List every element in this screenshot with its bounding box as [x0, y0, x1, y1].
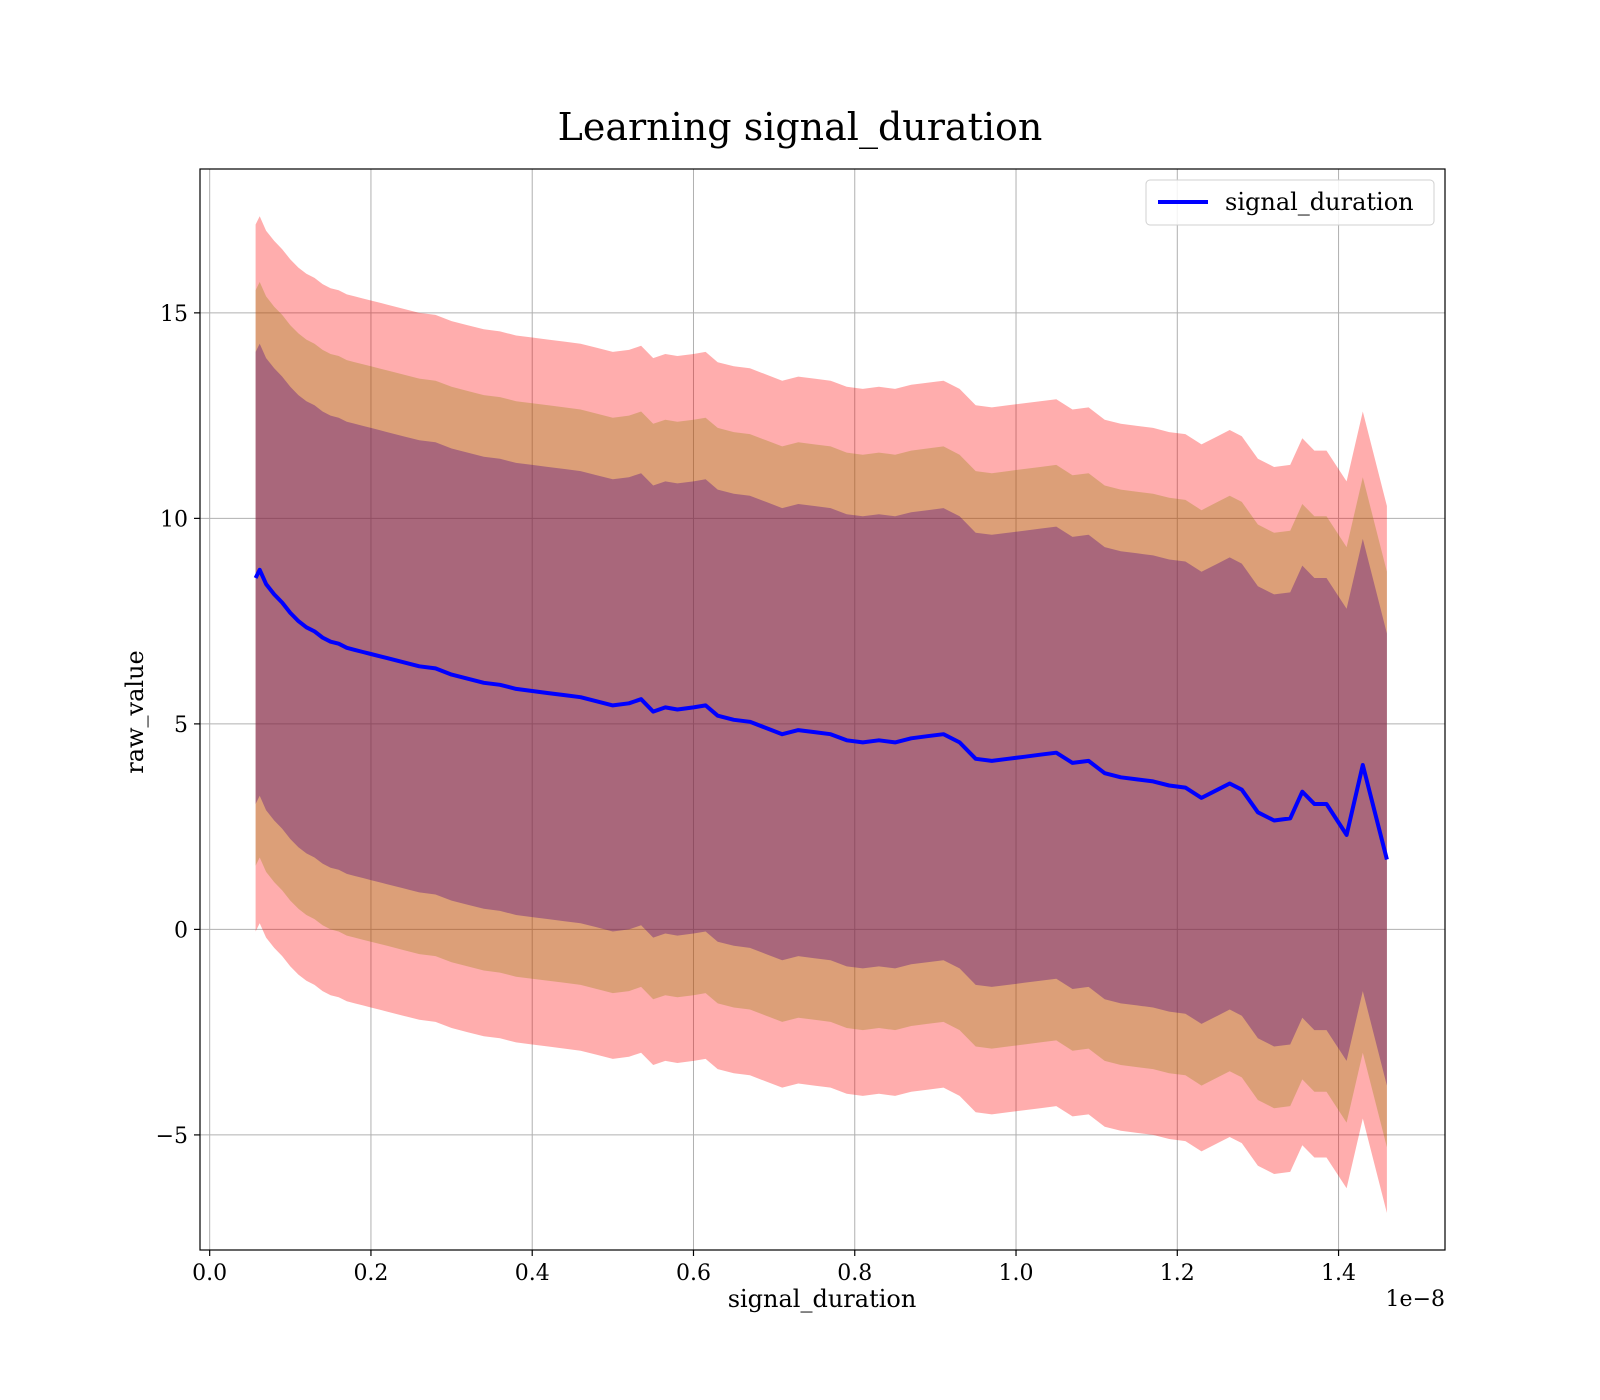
x-axis-label: signal_duration — [728, 1285, 917, 1313]
x-tick-label: 0.4 — [515, 1261, 550, 1286]
y-tick-label: 5 — [174, 713, 188, 738]
legend-box — [1145, 179, 1435, 226]
y-axis-label: raw_value — [121, 650, 149, 774]
axis-ticks: 0.0 0.2 0.4 0.6 0.8 1.0 1.2 1.4 −5 0 5 10 15 — [156, 302, 1356, 1286]
series-line-signal-duration — [253, 567, 1389, 860]
y-tick-label: 15 — [160, 302, 188, 327]
grid — [200, 169, 1445, 1250]
chart-title: Learning signal_duration — [558, 105, 1043, 150]
x-tick-label: 1.0 — [999, 1261, 1034, 1286]
y-tick-label: 0 — [174, 918, 188, 943]
x-axis-offset-label: 1e−8 — [1386, 1287, 1445, 1312]
band-inner — [255, 343, 1387, 1086]
x-tick-label: 1.4 — [1321, 1261, 1356, 1286]
y-tick-label: −5 — [156, 1124, 188, 1149]
x-tick-label: 0.6 — [676, 1261, 711, 1286]
x-tick-label: 0.2 — [353, 1261, 388, 1286]
legend-label-signal-duration: signal_duration — [1225, 188, 1414, 216]
y-tick-label: 10 — [160, 507, 188, 532]
series-lines — [253, 567, 1389, 860]
confidence-bands — [255, 216, 1387, 1214]
legend: signal_duration — [1145, 179, 1435, 226]
x-tick-label: 0.8 — [837, 1261, 872, 1286]
band-outer — [255, 216, 1387, 1214]
x-tick-label: 1.2 — [1160, 1261, 1195, 1286]
band-middle — [255, 282, 1387, 1148]
plot-area-frame — [199, 168, 1446, 1251]
x-tick-label: 0.0 — [192, 1261, 227, 1286]
